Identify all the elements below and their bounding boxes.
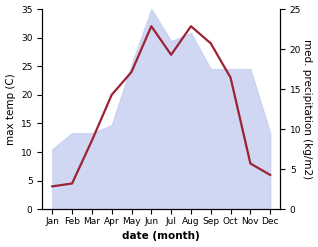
- Y-axis label: max temp (C): max temp (C): [5, 73, 16, 145]
- Y-axis label: med. precipitation (kg/m2): med. precipitation (kg/m2): [302, 39, 313, 179]
- X-axis label: date (month): date (month): [122, 231, 200, 242]
